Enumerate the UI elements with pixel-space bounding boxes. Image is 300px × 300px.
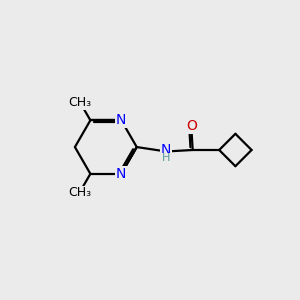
Text: O: O bbox=[186, 119, 197, 133]
Text: N: N bbox=[116, 113, 127, 127]
Text: H: H bbox=[162, 153, 170, 163]
Text: N: N bbox=[161, 143, 171, 157]
Text: CH₃: CH₃ bbox=[68, 186, 91, 199]
Text: N: N bbox=[116, 167, 127, 181]
Text: CH₃: CH₃ bbox=[68, 96, 91, 109]
